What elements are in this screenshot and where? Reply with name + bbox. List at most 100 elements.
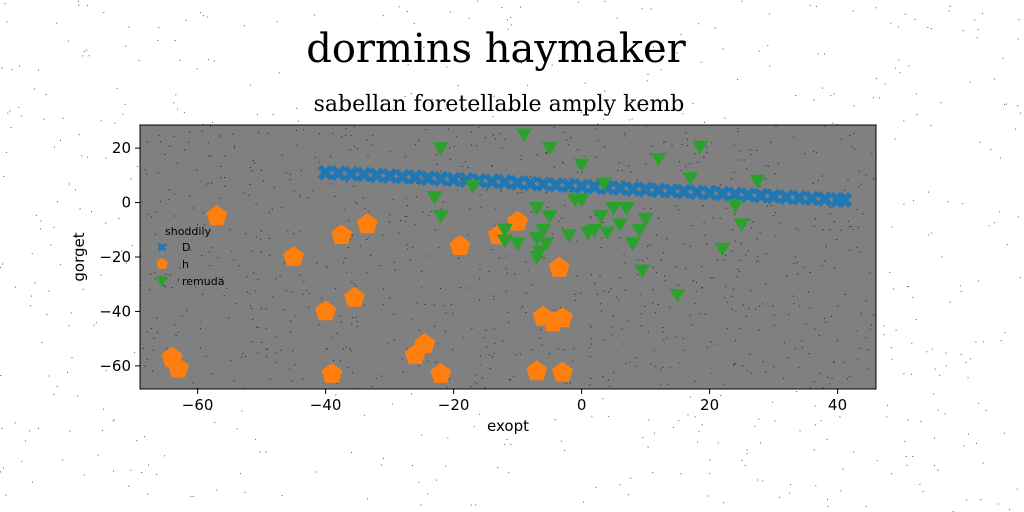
legend-items: Dh remuda [156,241,224,288]
data-point [509,237,526,251]
legend-item-h: h [156,258,189,271]
data-point [624,237,641,251]
data-point [283,246,305,266]
data-point [522,175,539,192]
data-point [836,191,852,208]
data-point [740,186,756,203]
x-tick-label: 0 [577,396,587,414]
data-point [516,128,532,143]
data-point [356,213,378,234]
x-tick-label: −60 [182,396,214,414]
data-point [535,176,552,193]
series-h [161,205,573,383]
data-point [618,202,635,216]
data-point [432,142,449,156]
data-point [676,183,692,200]
legend-label: remuda [182,275,224,288]
chart-marks [161,128,852,383]
y-tick-label: −60 [99,357,131,375]
series-remuda [426,128,766,303]
data-point [586,223,603,238]
data-point [791,189,808,206]
data-point [816,191,833,208]
plot-area [139,124,877,390]
data-point [778,189,795,206]
data-point [624,180,641,197]
data-point [752,187,769,204]
legend-marker [156,276,168,287]
y-axis-label: gorget [70,232,88,281]
legend-item-remuda: remuda [156,275,224,288]
data-point [727,186,744,203]
data-point [733,218,750,232]
legend-label: D [182,241,190,254]
data-point [573,158,590,173]
x-axis-label: exopt [487,417,529,435]
data-point [634,264,651,279]
data-point [669,289,686,303]
x-tick-label: −20 [438,396,470,414]
data-point [749,174,766,189]
data-point [714,185,731,202]
data-point [426,191,443,205]
data-point [692,140,708,155]
data-point [317,164,334,181]
data-point [596,177,612,192]
data-point [551,361,573,382]
data-point [449,235,471,255]
data-point [573,178,590,195]
data-point [548,256,570,277]
data-point [464,180,481,194]
chart-title: dormins haymaker [306,26,686,72]
data-point [551,307,573,328]
data-point [541,142,558,156]
data-point [528,231,545,246]
y-tick-label: 20 [112,139,131,157]
data-point [637,212,654,227]
data-point [650,182,667,199]
data-point [432,170,449,187]
data-point [414,333,436,353]
data-point [206,205,228,226]
data-point [573,193,590,208]
data-point [663,182,680,199]
data-point [714,242,731,257]
data-point [368,167,385,184]
data-point [765,188,782,205]
data-point [356,166,372,183]
data-point [509,174,526,191]
legend-title: shoddily [165,225,212,238]
y-tick-label: −40 [99,302,131,320]
data-point [532,245,548,260]
data-point [631,223,648,238]
data-point [330,165,347,182]
data-point [430,363,452,383]
series-D [317,164,852,208]
data-point [321,363,343,383]
data-point [315,300,337,321]
data-point [343,165,360,182]
legend: shoddily Dh remuda [156,225,224,288]
data-point [605,202,622,216]
data-point [548,176,564,193]
x-tick-label: 20 [700,396,719,414]
data-point [526,360,548,381]
data-point [538,237,555,251]
data-point [167,357,189,378]
data-point [445,171,462,188]
data-point [432,210,449,224]
data-point [637,181,654,198]
legend-label: h [182,258,189,271]
data-point [586,178,603,195]
data-point [599,226,616,241]
data-point [612,218,628,232]
data-point [560,229,577,243]
y-tick-label: −20 [99,248,131,266]
data-point [420,170,436,187]
data-point [528,202,545,216]
data-point [804,190,820,207]
data-point [612,180,628,197]
data-point [682,172,699,186]
data-point [394,168,411,185]
